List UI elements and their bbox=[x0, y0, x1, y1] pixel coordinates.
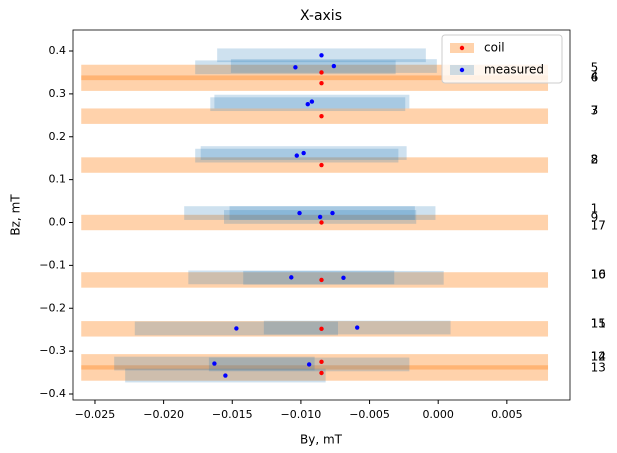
annotation: 13 bbox=[591, 360, 606, 374]
x-axis-label: By, mT bbox=[300, 433, 343, 447]
x-tick-label: −0.025 bbox=[75, 408, 116, 421]
annotation: 10 bbox=[591, 267, 606, 281]
point bbox=[341, 275, 346, 281]
point bbox=[331, 63, 337, 69]
x-tick-label: −0.015 bbox=[212, 408, 253, 421]
annotation: 1 bbox=[591, 202, 599, 216]
x-tick-label: 0.005 bbox=[491, 408, 523, 421]
point bbox=[319, 70, 324, 75]
error-box bbox=[81, 157, 549, 173]
annotation: 17 bbox=[591, 218, 606, 232]
point bbox=[319, 359, 324, 365]
error-box bbox=[81, 321, 549, 337]
annotation: 12 bbox=[591, 350, 606, 364]
y-tick-label: 0.0 bbox=[49, 216, 67, 229]
point bbox=[317, 214, 323, 220]
error-box bbox=[81, 365, 549, 381]
legend-marker bbox=[459, 45, 465, 51]
annotation: 7 bbox=[591, 104, 599, 118]
point bbox=[319, 220, 324, 225]
y-tick-label: −0.3 bbox=[39, 344, 66, 357]
legend-box bbox=[441, 34, 563, 84]
point bbox=[319, 370, 324, 376]
x-tick-label: −0.020 bbox=[143, 408, 184, 421]
annotation: 15 bbox=[591, 317, 606, 331]
point bbox=[223, 373, 228, 378]
y-tick-label: 0.2 bbox=[49, 130, 67, 143]
y-tick-label: −0.2 bbox=[39, 301, 66, 314]
point bbox=[212, 361, 217, 366]
point bbox=[294, 153, 299, 158]
point bbox=[297, 210, 302, 216]
y-axis-label: Bz, mT bbox=[9, 194, 23, 236]
annotation: 4 bbox=[591, 70, 599, 84]
point bbox=[301, 150, 306, 156]
error-box bbox=[81, 108, 549, 124]
y-tick-label: 0.1 bbox=[49, 173, 67, 186]
legend-label: coil bbox=[484, 41, 505, 55]
point bbox=[319, 326, 324, 332]
annotation: 3 bbox=[591, 104, 599, 118]
point bbox=[330, 210, 335, 216]
legend-label: measured bbox=[484, 63, 544, 77]
error-box bbox=[81, 214, 549, 231]
y-tick-label: −0.4 bbox=[39, 387, 66, 400]
y-tick-label: 0.3 bbox=[49, 87, 67, 100]
x-tick-label: 0.000 bbox=[422, 408, 454, 421]
annotation: 8 bbox=[591, 152, 599, 166]
plot-frame bbox=[72, 29, 571, 401]
annotation: 14 bbox=[591, 350, 606, 364]
point bbox=[354, 325, 360, 330]
annotation: 16 bbox=[591, 267, 606, 281]
x-tick-label: −0.005 bbox=[349, 408, 390, 421]
annotation: 2 bbox=[591, 152, 599, 166]
legend-marker bbox=[459, 67, 465, 73]
point bbox=[319, 113, 324, 119]
point bbox=[319, 80, 324, 86]
error-box bbox=[81, 272, 549, 288]
annotation: 5 bbox=[591, 61, 599, 75]
error-box bbox=[81, 64, 549, 81]
point bbox=[319, 53, 324, 58]
x-tick-label: −0.010 bbox=[281, 408, 322, 421]
point bbox=[319, 162, 324, 168]
error-box bbox=[81, 354, 549, 370]
point bbox=[319, 277, 324, 283]
point bbox=[289, 275, 294, 280]
y-tick-label: 0.4 bbox=[49, 44, 67, 57]
point bbox=[293, 65, 298, 70]
annotation: 11 bbox=[591, 317, 606, 331]
point bbox=[305, 101, 310, 107]
point bbox=[309, 99, 315, 104]
annotation: 9 bbox=[591, 211, 599, 225]
point bbox=[306, 362, 312, 367]
error-box bbox=[81, 75, 549, 91]
annotation: 6 bbox=[591, 71, 599, 85]
point bbox=[234, 326, 239, 331]
y-tick-label: −0.1 bbox=[39, 258, 66, 271]
chart-title: X-axis bbox=[300, 8, 342, 24]
